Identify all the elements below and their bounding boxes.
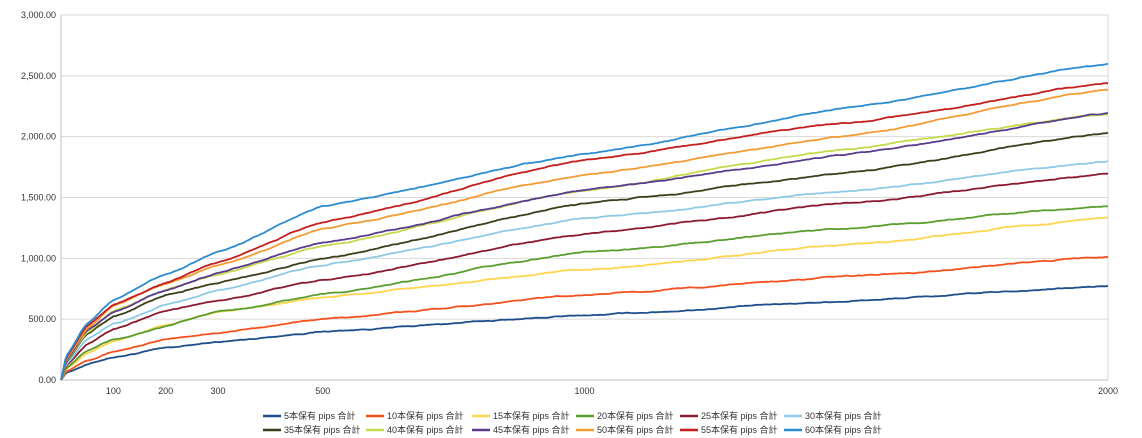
axis-layer: 0.00 500.00 1,000.00 1,500.00 2,000.00 2,500.… — [21, 10, 1118, 396]
series-line — [60, 82, 1109, 381]
series-line — [60, 205, 1109, 381]
legend-label: 50本保有 pips 合計 — [597, 424, 674, 435]
series-line — [60, 132, 1109, 381]
y-tick-label: 2,000.00 — [21, 132, 56, 142]
series-line — [60, 285, 1109, 381]
x-tick-label: 1000 — [574, 386, 594, 396]
legend-label: 15本保有 pips 合計 — [493, 410, 570, 421]
series-line — [60, 172, 1109, 381]
legend-label: 45本保有 pips 合計 — [493, 424, 570, 435]
y-tick-label: 500.00 — [28, 314, 56, 324]
legend-label: 35本保有 pips 合計 — [284, 424, 361, 435]
series-line — [60, 88, 1109, 381]
y-tick-label: 0.00 — [38, 375, 56, 385]
legend-label: 20本保有 pips 合計 — [597, 410, 674, 421]
legend-label: 40本保有 pips 合計 — [387, 424, 464, 435]
series-line — [60, 112, 1109, 381]
x-tick-label: 200 — [158, 386, 173, 396]
x-tick-label: 2000 — [1098, 386, 1118, 396]
series-layer — [60, 62, 1109, 381]
series-line — [60, 160, 1109, 381]
series-line — [60, 62, 1109, 381]
legend-label: 25本保有 pips 合計 — [701, 410, 778, 421]
legend-label: 10本保有 pips 合計 — [387, 410, 464, 421]
series-line — [60, 255, 1109, 381]
y-tick-label: 3,000.00 — [21, 10, 56, 20]
x-tick-label: 100 — [106, 386, 121, 396]
y-tick-label: 1,500.00 — [21, 193, 56, 203]
x-tick-label: 500 — [315, 386, 330, 396]
y-tick-label: 2,500.00 — [21, 71, 56, 81]
legend-label: 60本保有 pips 合計 — [805, 424, 882, 435]
y-tick-label: 1,000.00 — [21, 253, 56, 263]
legend-label: 55本保有 pips 合計 — [701, 424, 778, 435]
legend-label: 30本保有 pips 合計 — [805, 410, 882, 421]
series-line — [60, 216, 1109, 381]
x-tick-label: 300 — [211, 386, 226, 396]
legend: 5本保有 pips 合計 10本保有 pips 合計 15本保有 pips 合計 20… — [263, 410, 882, 435]
grid-layer — [61, 14, 1108, 381]
legend-label: 5本保有 pips 合計 — [284, 410, 356, 421]
